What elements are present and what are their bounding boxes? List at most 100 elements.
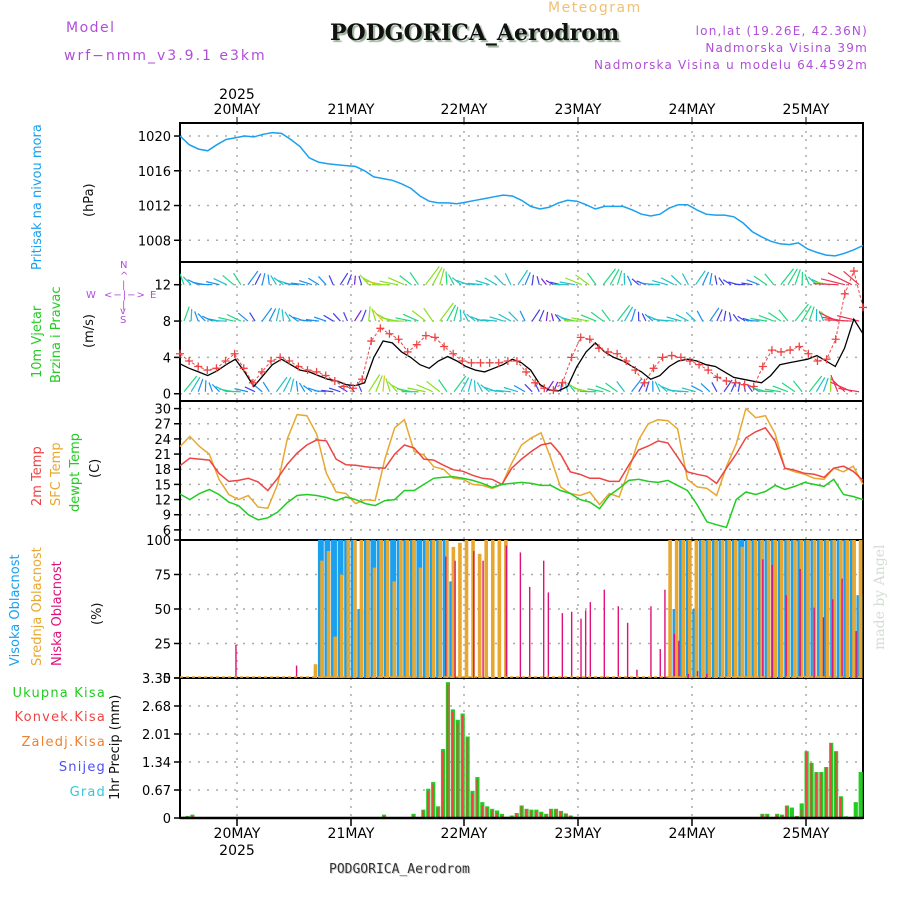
gust-marker bbox=[531, 378, 540, 387]
precip-conv-bar bbox=[549, 809, 552, 818]
wind-arrow bbox=[654, 381, 661, 392]
wind-arrow bbox=[498, 313, 512, 322]
wind-arrow bbox=[358, 275, 363, 285]
wind-arrow bbox=[808, 375, 823, 393]
gust-marker bbox=[403, 347, 412, 356]
cloud-mid-bar bbox=[458, 542, 462, 678]
wind-arrow bbox=[571, 317, 590, 322]
compass-icon: N ^ | W <−|−> E | v S bbox=[84, 260, 164, 330]
gust-marker bbox=[722, 377, 731, 386]
wind-arrow bbox=[399, 275, 412, 286]
wind-arrow bbox=[540, 278, 547, 286]
wind-arrow bbox=[382, 375, 386, 392]
precip-conv-bar bbox=[441, 751, 444, 818]
wind-arrow bbox=[402, 313, 419, 322]
gust-marker bbox=[767, 346, 776, 355]
wind-arrow bbox=[409, 272, 419, 286]
wind-arrow bbox=[323, 314, 334, 322]
wind-arrow bbox=[332, 312, 341, 322]
gust-marker bbox=[312, 367, 321, 376]
gust-marker bbox=[430, 333, 439, 342]
precip-conv-bar bbox=[766, 814, 768, 818]
cloud-mid-bar bbox=[412, 540, 416, 678]
wind-arrow bbox=[575, 274, 590, 286]
wind-arrow bbox=[641, 313, 647, 322]
gust-marker bbox=[458, 357, 467, 366]
wind-arrow bbox=[371, 308, 377, 322]
wind-arrow bbox=[290, 282, 305, 286]
wind-arrow bbox=[685, 311, 696, 322]
gust-marker bbox=[485, 358, 494, 367]
cloud-mid-bar bbox=[326, 551, 331, 678]
wind-arrow bbox=[711, 382, 718, 393]
gust-marker bbox=[849, 267, 858, 276]
wind-arrow bbox=[794, 269, 801, 285]
gust-marker bbox=[822, 355, 831, 364]
gust-marker bbox=[795, 342, 804, 351]
wind-arrow bbox=[590, 311, 604, 322]
wind-arrow bbox=[723, 310, 727, 322]
wind-arrow bbox=[652, 280, 668, 286]
temp2m-line bbox=[179, 426, 864, 492]
ytick-label: 2.68 bbox=[142, 700, 171, 715]
precip-conv-bar bbox=[432, 784, 434, 818]
wind-arrow bbox=[261, 307, 273, 322]
xtick-label-bottom: 24MAY bbox=[669, 826, 716, 842]
wind-arrow bbox=[359, 274, 370, 286]
cloud-mid-bar bbox=[799, 540, 804, 678]
year-label-top: 2025 bbox=[219, 87, 255, 103]
cloud-mid-bar bbox=[668, 540, 672, 678]
cloud-mid-bar bbox=[832, 540, 837, 678]
wind-arrow bbox=[624, 306, 634, 322]
precip-conv-bar bbox=[471, 792, 474, 818]
wind-arrow bbox=[460, 377, 470, 393]
gust-marker bbox=[303, 366, 312, 375]
cloud-mid-bar bbox=[753, 540, 758, 678]
wind-arrow bbox=[690, 385, 703, 393]
gust-marker bbox=[667, 351, 676, 360]
ytick-label: 9 bbox=[163, 509, 171, 524]
precip-conv-bar bbox=[820, 772, 822, 818]
wind-arrow bbox=[626, 275, 633, 285]
dewpt-line bbox=[179, 476, 864, 529]
cloud-mid-bar bbox=[451, 546, 456, 678]
wind-arrow bbox=[709, 307, 720, 322]
wind-arrow bbox=[473, 380, 476, 392]
legend-snow: Snijeg bbox=[58, 760, 106, 775]
wind-arrow bbox=[753, 275, 767, 286]
gust-marker bbox=[339, 382, 348, 391]
precip-conv-bar bbox=[451, 711, 454, 818]
precip-conv-bar bbox=[382, 815, 385, 818]
compass-line-v: | bbox=[122, 280, 126, 291]
cloud-mid-bar bbox=[385, 540, 390, 678]
gust-marker bbox=[376, 324, 385, 333]
xtick-label-top: 21MAY bbox=[328, 102, 375, 118]
wind-arrow bbox=[407, 387, 426, 393]
cloud-mid-bar bbox=[701, 540, 705, 678]
ytick-label: 1012 bbox=[138, 200, 171, 215]
wind-arrow bbox=[550, 313, 555, 322]
legend-hail: Grad bbox=[69, 785, 106, 800]
gust-marker bbox=[786, 346, 795, 355]
wind-arrow bbox=[439, 268, 445, 285]
elevation-info: Nadmorska Visina 39m bbox=[705, 41, 868, 55]
precip-conv-bar bbox=[830, 743, 832, 818]
wind-arrow bbox=[318, 276, 327, 286]
legend-frz-rain: Zaledj.Kisa bbox=[21, 735, 106, 750]
wind-arrow bbox=[249, 312, 256, 322]
cloud-mid-bar bbox=[687, 540, 692, 678]
wind-arrow bbox=[313, 316, 327, 322]
wind-arrow bbox=[247, 270, 259, 286]
precip-conv-bar bbox=[535, 811, 537, 818]
cloud-mid-bar bbox=[484, 540, 489, 678]
wind-arrow bbox=[524, 383, 533, 393]
wind-arrow bbox=[338, 385, 348, 393]
gust-marker bbox=[330, 377, 339, 386]
wind-arrow bbox=[794, 303, 809, 322]
gust-marker bbox=[185, 357, 194, 366]
precip-conv-bar bbox=[486, 807, 488, 818]
wind-arrow bbox=[222, 275, 235, 286]
precip-conv-bar bbox=[554, 809, 557, 818]
gust-marker bbox=[540, 384, 549, 393]
